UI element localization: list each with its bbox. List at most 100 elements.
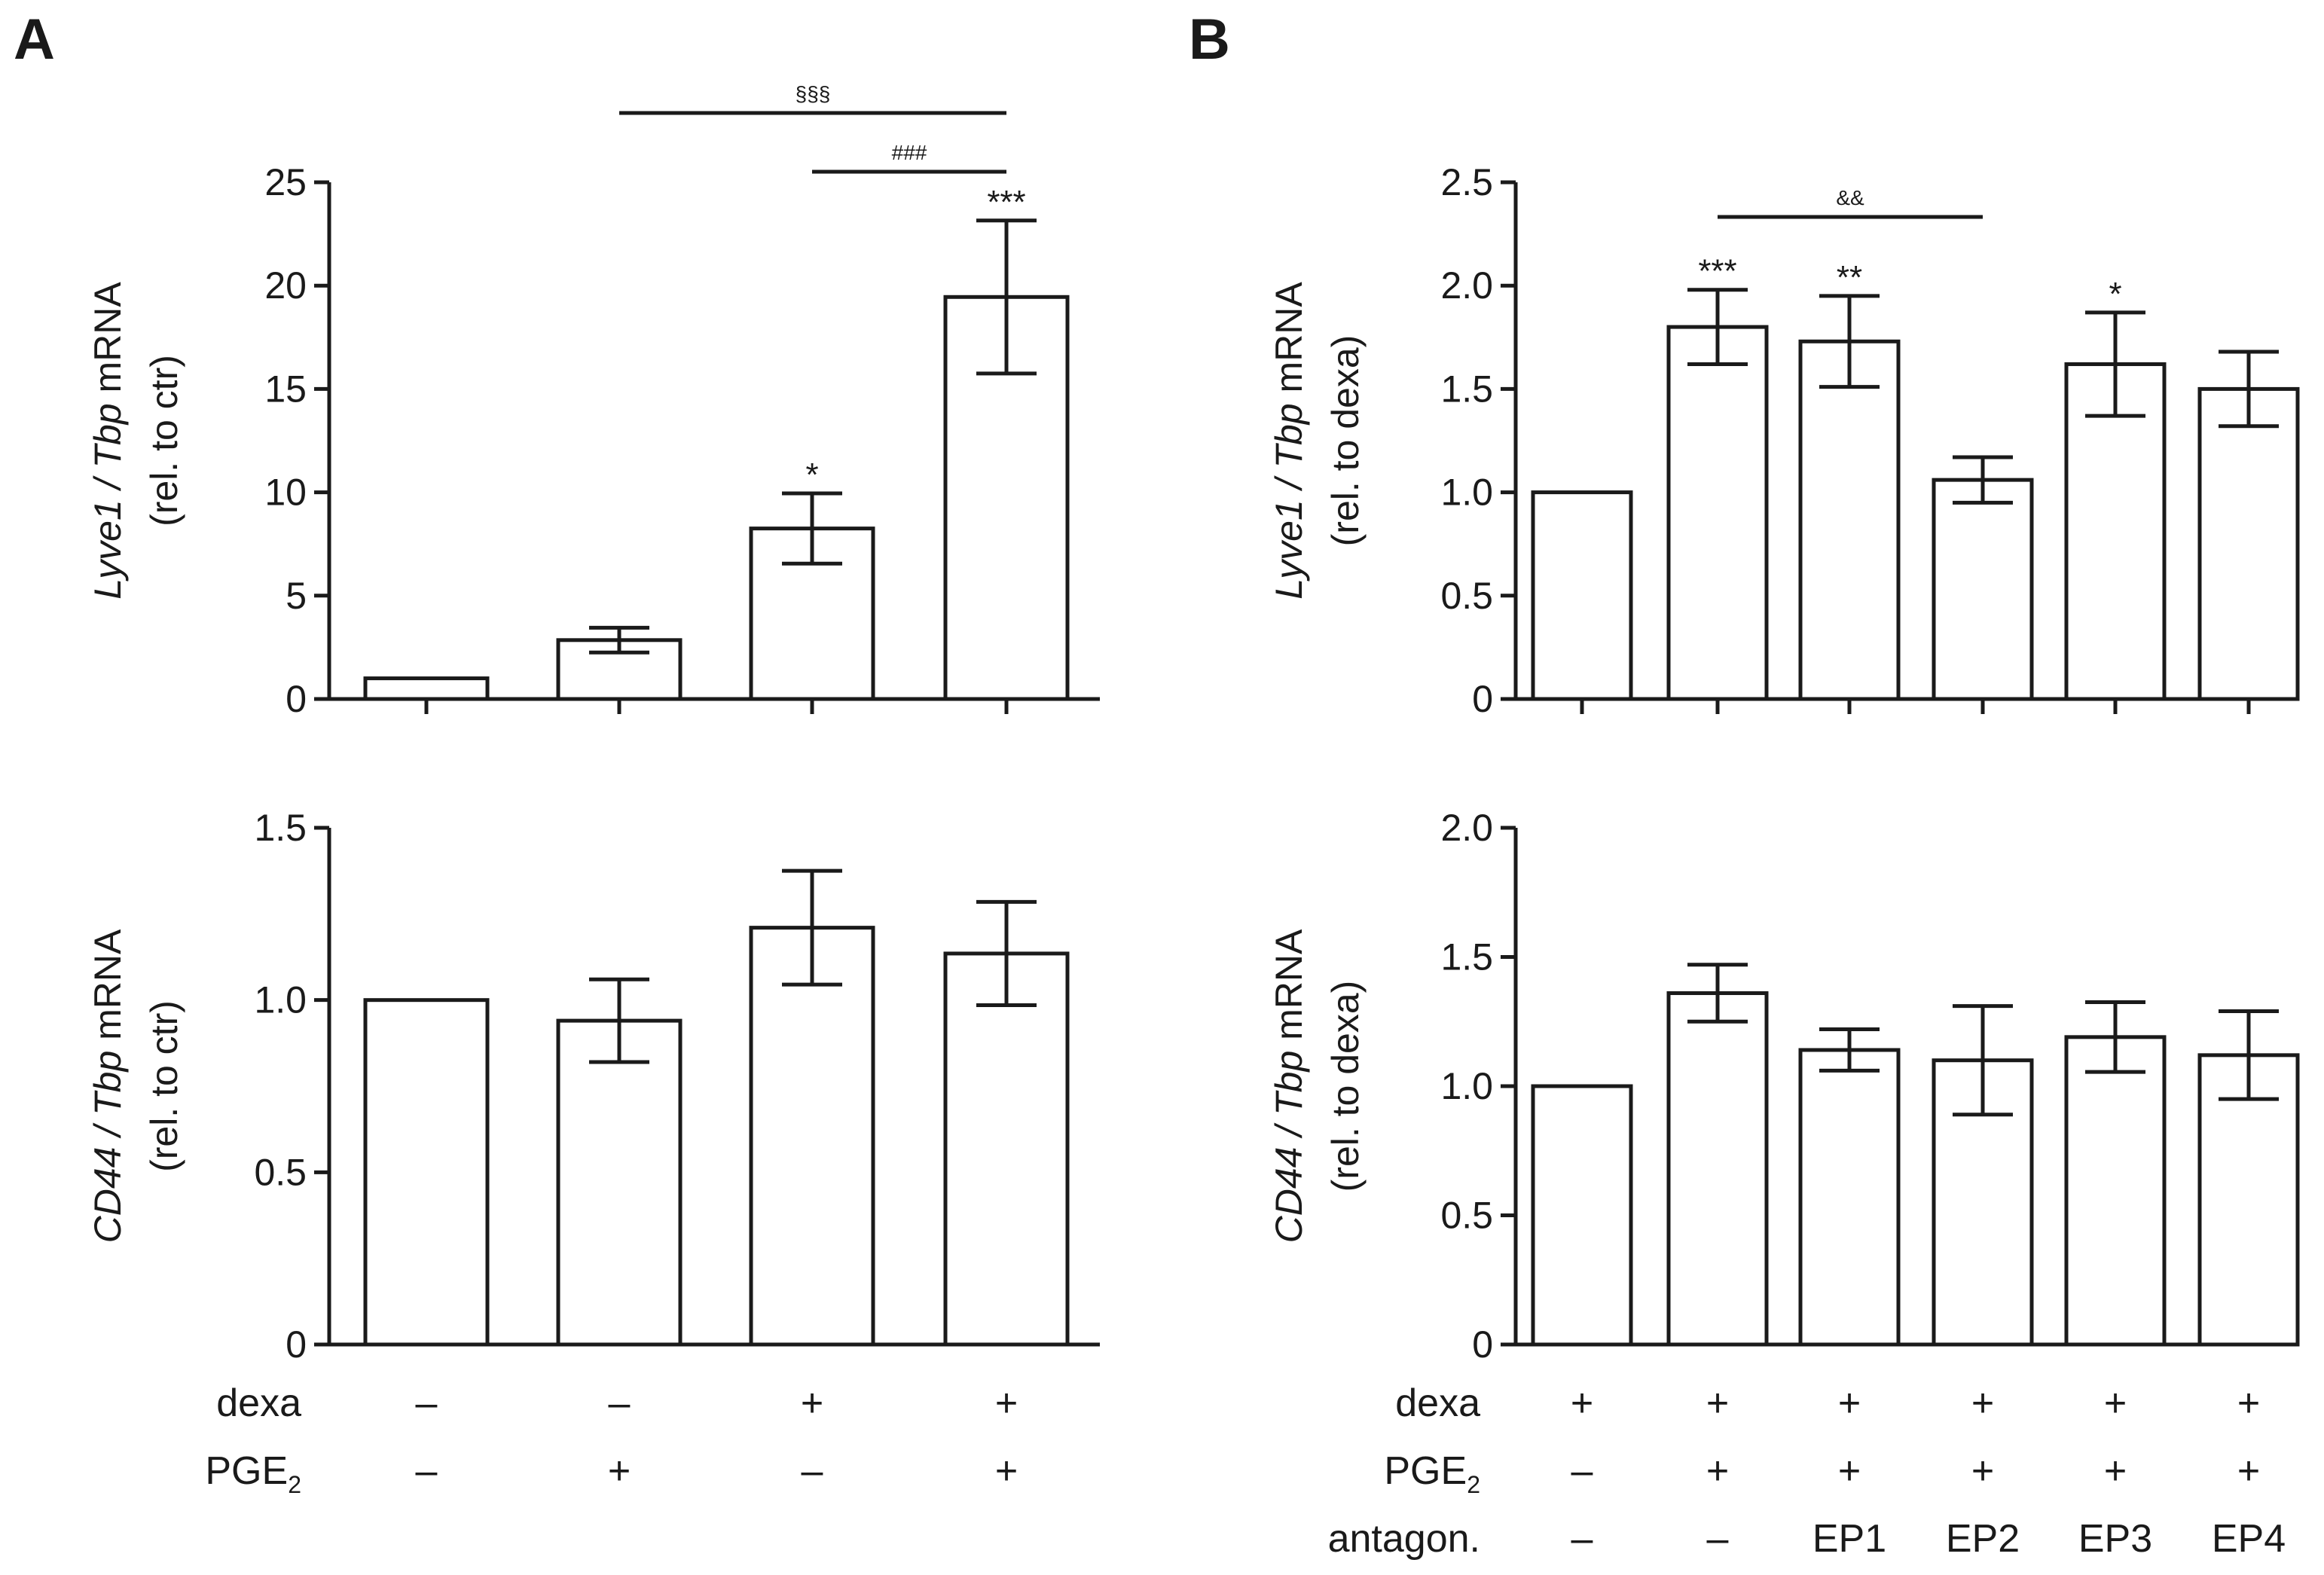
condition-value: +	[2104, 1449, 2127, 1493]
condition-value: +	[1838, 1449, 1861, 1493]
y-axis-label-unit: mRNA	[87, 282, 129, 404]
conditions-table-b: dexa + + + + + + PGE2 – + + + + + antagon. – – EP1 EP2 EP3 E…	[1328, 1381, 2286, 1561]
y-tick-label: 0.5	[254, 1151, 307, 1193]
y-axis-label-normalization: (rel. to ctr)	[143, 355, 185, 527]
condition-value: EP2	[1946, 1517, 2020, 1561]
y-tick-label: 5	[286, 575, 307, 617]
condition-value: +	[1706, 1381, 1729, 1425]
condition-value: –	[609, 1381, 631, 1425]
bar	[1531, 1084, 1633, 1347]
condition-value: +	[1706, 1449, 1729, 1493]
y-tick-label: 0.5	[1440, 575, 1493, 617]
condition-label-subscript: 2	[288, 1471, 301, 1498]
y-axis-label: Lyve1 / Tbp mRNA	[1268, 282, 1310, 600]
condition-value: EP1	[1812, 1517, 1886, 1561]
condition-value: +	[608, 1449, 631, 1493]
y-axis-label-gene: Lyve1 / Tbp	[1268, 403, 1310, 599]
chart-b-bottom: 0 0.5 1.0 1.5 2.0 CD44 / Tbp mRNA (rel. to dex…	[1268, 807, 2300, 1366]
y-tick-label: 1.0	[1440, 472, 1493, 514]
chart-a-bottom: 0 0.5 1.0 1.5 CD44 / Tbp mRNA (rel. to ctr)	[87, 807, 1100, 1366]
significance-mark: **	[1837, 259, 1862, 296]
panel-label-a: A	[14, 8, 55, 72]
significance-mark: *	[2109, 276, 2121, 313]
condition-value: +	[995, 1381, 1018, 1425]
condition-label-antagon: antagon.	[1328, 1517, 1480, 1561]
y-tick-label: 20	[264, 264, 307, 307]
comparison-label: &&	[1836, 186, 1864, 209]
y-tick-label: 1.5	[254, 807, 307, 849]
y-tick-label: 2.0	[1440, 264, 1493, 307]
condition-label-dexa: dexa	[1395, 1381, 1480, 1425]
bar	[363, 676, 490, 701]
condition-value: +	[1571, 1381, 1593, 1425]
y-tick-label: 15	[264, 368, 307, 410]
condition-value: +	[801, 1381, 823, 1425]
condition-label-subscript: 2	[1467, 1471, 1480, 1498]
condition-value: EP3	[2078, 1517, 2152, 1561]
bar	[943, 951, 1070, 1347]
chart-a-top: 0 5 10 15 20 25 Lyve1 / Tbp mRNA (rel. to ctr) *…	[87, 82, 1100, 720]
y-axis-label-gene: CD44 / Tbp	[87, 1051, 129, 1244]
y-axis-label: Lyve1 / Tbp mRNA	[87, 282, 129, 600]
y-tick-label: 0	[286, 678, 307, 720]
condition-label-pge: PGE2	[1384, 1449, 1480, 1498]
bar	[1531, 490, 1633, 701]
condition-value: +	[1971, 1449, 1994, 1493]
y-axis-label-unit: mRNA	[1268, 282, 1310, 404]
bar	[2197, 1053, 2300, 1347]
y-axis-label: CD44 / Tbp mRNA	[1268, 929, 1310, 1243]
y-tick-label: 2.0	[1440, 807, 1493, 849]
bar	[1932, 478, 2034, 701]
bar	[556, 1018, 683, 1347]
condition-value: –	[1571, 1517, 1593, 1561]
y-tick-label: 0	[286, 1323, 307, 1366]
y-axis-label-normalization: (rel. to dexa)	[1324, 335, 1367, 547]
bar	[1798, 1048, 1901, 1347]
y-tick-label: 25	[264, 161, 307, 203]
y-tick-label: 0	[1472, 678, 1493, 720]
y-axis-label-normalization: (rel. to ctr)	[143, 1000, 185, 1172]
y-axis-label: CD44 / Tbp mRNA	[87, 929, 129, 1243]
y-tick-label: 1.0	[254, 979, 307, 1021]
y-axis-label-gene: CD44 / Tbp	[1268, 1051, 1310, 1244]
conditions-table-a: dexa – – + + PGE2 – + – +	[205, 1381, 1018, 1498]
bar	[2064, 362, 2167, 701]
y-axis-label-unit: mRNA	[1268, 929, 1310, 1051]
condition-value: –	[1571, 1449, 1593, 1493]
chart-b-top: 0 0.5 1.0 1.5 2.0 2.5 Lyve1 / Tbp mRNA (rel. to…	[1268, 161, 2300, 720]
condition-label-pge: PGE2	[205, 1449, 301, 1498]
bar	[2197, 386, 2300, 701]
bar	[1666, 325, 1769, 701]
bar	[1798, 339, 1901, 701]
comparison-label: §§§	[796, 82, 831, 105]
y-tick-label: 1.5	[1440, 936, 1493, 978]
y-axis-label-gene: Lyve1 / Tbp	[87, 403, 129, 599]
bar	[749, 926, 875, 1347]
condition-value: –	[802, 1449, 823, 1493]
bar	[2064, 1035, 2167, 1347]
significance-mark: ***	[987, 184, 1025, 221]
condition-value: +	[1838, 1381, 1861, 1425]
condition-value: –	[416, 1449, 438, 1493]
condition-value: EP4	[2212, 1517, 2286, 1561]
condition-value: +	[995, 1449, 1018, 1493]
panel-label-b: B	[1189, 8, 1230, 72]
condition-value: +	[2104, 1381, 2127, 1425]
significance-mark: ***	[1698, 253, 1736, 290]
condition-label-dexa: dexa	[216, 1381, 301, 1425]
y-axis-label-normalization: (rel. to dexa)	[1324, 981, 1367, 1192]
y-tick-label: 1.5	[1440, 368, 1493, 410]
bar	[1666, 991, 1769, 1347]
condition-value: –	[416, 1381, 438, 1425]
bar	[363, 998, 490, 1347]
comparison-label: ###	[892, 141, 927, 164]
y-tick-label: 0	[1472, 1323, 1493, 1366]
condition-value: +	[2237, 1449, 2260, 1493]
y-axis-label-unit: mRNA	[87, 929, 129, 1051]
condition-value: –	[1707, 1517, 1729, 1561]
condition-value: +	[2237, 1381, 2260, 1425]
y-tick-label: 1.0	[1440, 1065, 1493, 1107]
y-tick-label: 2.5	[1440, 161, 1493, 203]
condition-value: +	[1971, 1381, 1994, 1425]
